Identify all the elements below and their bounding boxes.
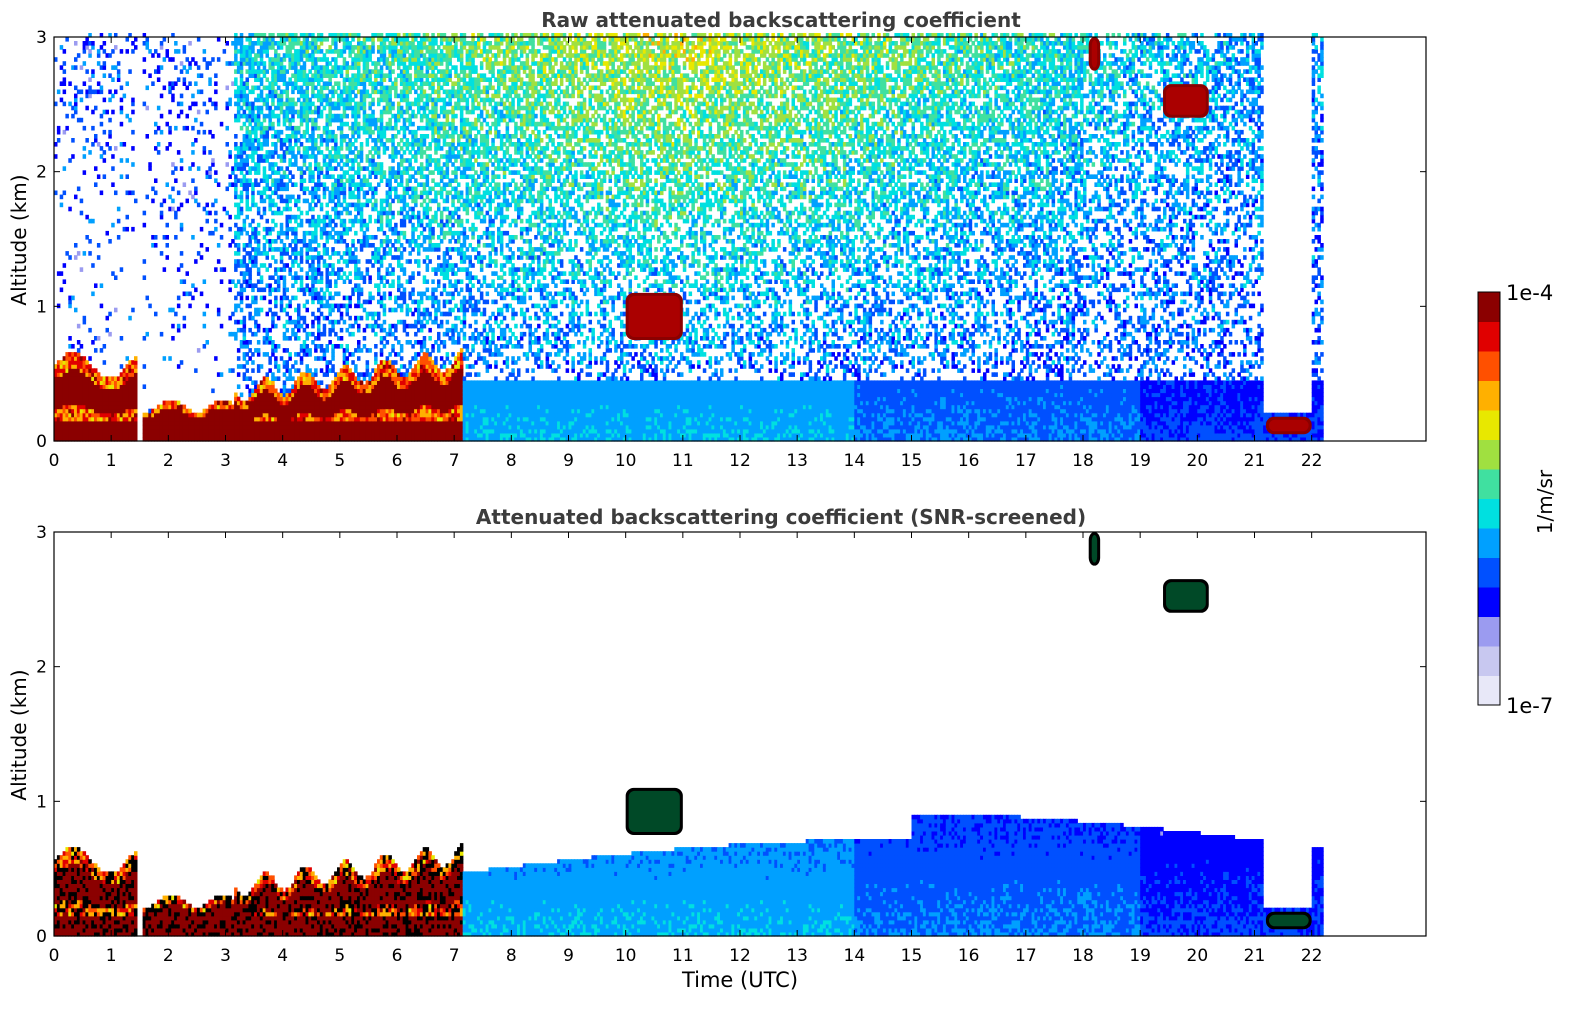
x-tick-label: 5 <box>334 946 345 965</box>
x-tick-label: 18 <box>1072 946 1094 965</box>
y-tick-label: 3 <box>36 28 47 48</box>
x-tick-label: 10 <box>615 946 637 965</box>
x-tick-label: 21 <box>1244 946 1266 965</box>
x-tick-label: 0 <box>49 946 60 965</box>
colorbar-min-label: 1e-7 <box>1506 694 1553 718</box>
x-tick-label: 13 <box>786 946 808 965</box>
x-tick-label: 8 <box>506 946 517 965</box>
x-tick-label: 2 <box>163 451 174 470</box>
colorbar-band <box>1478 646 1500 676</box>
x-tick-label: 17 <box>1015 451 1037 470</box>
x-tick-label: 20 <box>1187 451 1209 470</box>
x-tick-label: 16 <box>958 451 980 470</box>
colorbar-band <box>1478 292 1500 322</box>
colorbar-max-label: 1e-4 <box>1506 281 1553 305</box>
colorbar <box>1477 291 1501 706</box>
colorbar-gradient <box>1478 292 1500 706</box>
panel-1-title: Raw attenuated backscattering coefficien… <box>55 8 1507 32</box>
x-tick-label: 1 <box>106 946 117 965</box>
cloud-mark-core <box>1166 582 1206 610</box>
cloud-mark-core <box>628 790 680 832</box>
y-tick-label: 1 <box>36 297 47 317</box>
colorbar-band <box>1478 587 1500 617</box>
x-tick-label: 7 <box>449 946 460 965</box>
x-tick-label: 15 <box>901 946 923 965</box>
colorbar-frame <box>1477 291 1501 706</box>
y-tick-label: 2 <box>36 658 47 678</box>
x-tick-label: 9 <box>563 946 574 965</box>
x-tick-label: 0 <box>49 451 60 470</box>
x-tick-label: 8 <box>506 451 517 470</box>
cloud-mark-core <box>1268 419 1309 432</box>
cloud-mark-core <box>1268 914 1309 927</box>
colorbar-band <box>1478 439 1500 470</box>
x-tick-label: 1 <box>106 451 117 470</box>
x-tick-label: 12 <box>729 946 751 965</box>
x-tick-label: 14 <box>844 451 866 470</box>
y-tick-label: 1 <box>36 792 47 812</box>
colorbar-unit-label: 1/m/sr <box>1533 462 1557 542</box>
x-tick-label: 6 <box>392 451 403 470</box>
cloud-features <box>625 37 1312 435</box>
cloud-mark-core <box>1091 40 1098 68</box>
colorbar-band <box>1478 557 1500 588</box>
x-tick-label: 21 <box>1244 451 1266 470</box>
x-tick-label: 22 <box>1301 451 1323 470</box>
x-tick-label: 16 <box>958 946 980 965</box>
cloud-mark-core <box>1166 87 1206 115</box>
x-tick-label: 3 <box>220 946 231 965</box>
colorbar-band <box>1478 498 1500 529</box>
x-tick-label: 19 <box>1129 946 1151 965</box>
x-tick-label: 4 <box>277 451 288 470</box>
y-tick-label: 0 <box>36 927 47 947</box>
x-tick-label: 20 <box>1187 946 1209 965</box>
x-tick-label: 13 <box>786 451 808 470</box>
x-tick-label: 15 <box>901 451 923 470</box>
cloud-mark <box>1163 579 1209 613</box>
x-tick-label: 14 <box>844 946 866 965</box>
x-tick-label: 12 <box>729 451 751 470</box>
x-tick-label: 4 <box>277 946 288 965</box>
cloud-mark-core <box>628 295 680 337</box>
y-tick-label: 0 <box>36 432 47 452</box>
x-tick-label: 7 <box>449 451 460 470</box>
x-tick-label: 11 <box>672 946 694 965</box>
heatmap-cells <box>54 814 1324 937</box>
x-tick-label: 18 <box>1072 451 1094 470</box>
colorbar-band <box>1478 528 1500 558</box>
x-tick-label: 17 <box>1015 946 1037 965</box>
colorbar-band <box>1478 380 1500 411</box>
cloud-mark <box>1265 911 1312 930</box>
colorbar-band <box>1478 351 1500 381</box>
x-axis-label: Time (UTC) <box>640 968 840 992</box>
y-tick-label: 2 <box>36 163 47 183</box>
cloud-mark <box>625 787 683 835</box>
panel-2-title: Attenuated backscattering coefficient (S… <box>55 505 1507 529</box>
cloud-features <box>625 532 1312 930</box>
x-tick-label: 22 <box>1301 946 1323 965</box>
x-tick-label: 9 <box>563 451 574 470</box>
colorbar-band <box>1478 675 1500 706</box>
heatmap-cells <box>54 33 1324 442</box>
x-tick-label: 6 <box>392 946 403 965</box>
colorbar-band <box>1478 410 1500 440</box>
x-tick-label: 19 <box>1129 451 1151 470</box>
x-tick-label: 2 <box>163 946 174 965</box>
x-tick-label: 10 <box>615 451 637 470</box>
colorbar-band <box>1478 469 1500 499</box>
x-tick-label: 3 <box>220 451 231 470</box>
x-tick-label: 11 <box>672 451 694 470</box>
cloud-mark-core <box>1091 535 1098 563</box>
x-tick-label: 5 <box>334 451 345 470</box>
colorbar-band <box>1478 616 1500 647</box>
y-tick-label: 3 <box>36 523 47 543</box>
cloud-mark <box>1088 532 1101 566</box>
colorbar-band <box>1478 321 1500 352</box>
